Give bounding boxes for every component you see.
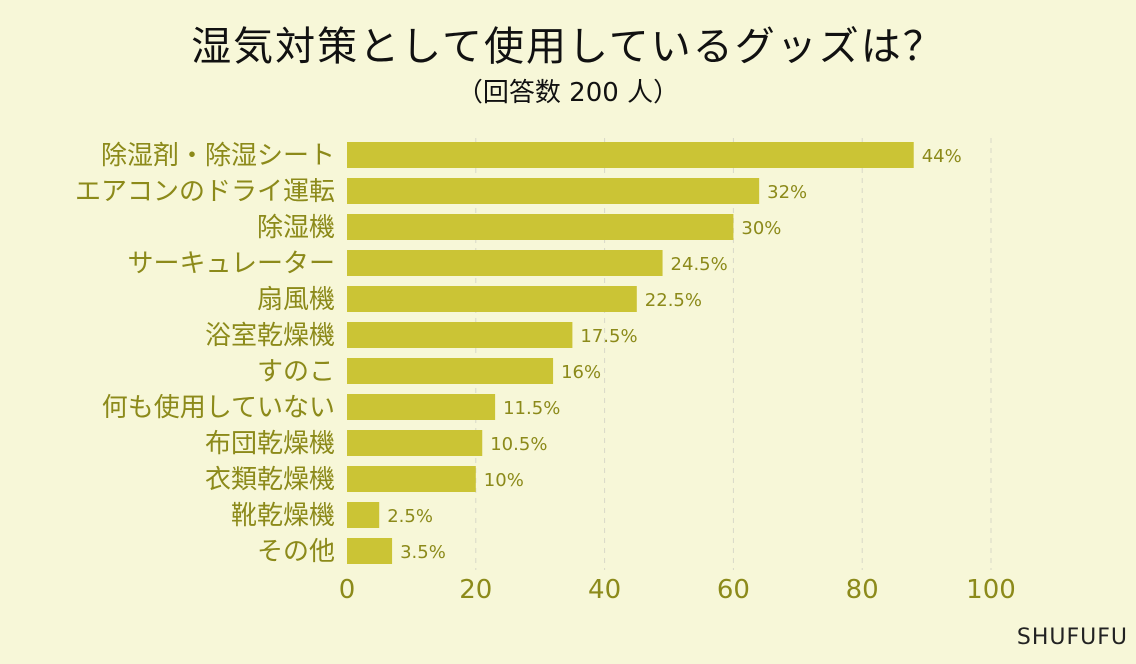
bar-9 xyxy=(347,466,476,492)
data-label-5: 17.5% xyxy=(580,326,637,347)
category-label-8: 布団乾燥機 xyxy=(205,429,335,459)
bar-3 xyxy=(347,250,663,276)
bar-6 xyxy=(347,358,554,384)
bar-1 xyxy=(347,178,760,204)
x-tick-label-0: 0 xyxy=(339,575,356,605)
category-label-11: その他 xyxy=(257,537,335,567)
category-label-3: サーキュレーター xyxy=(128,249,335,279)
category-label-10: 靴乾燥機 xyxy=(231,501,335,531)
category-label-7: 何も使用していない xyxy=(102,393,335,423)
category-label-0: 除湿剤・除湿シート xyxy=(101,141,335,171)
brand-logo-text: SHUFUFU xyxy=(1016,625,1128,650)
bar-10 xyxy=(347,502,380,528)
data-label-11: 3.5% xyxy=(400,542,446,563)
bar-5 xyxy=(347,322,573,348)
data-label-3: 24.5% xyxy=(671,254,728,275)
x-tick-label-40: 40 xyxy=(588,575,621,605)
bar-0 xyxy=(347,142,914,168)
data-label-1: 32% xyxy=(767,182,807,203)
data-label-0: 44% xyxy=(922,146,962,167)
category-label-9: 衣類乾燥機 xyxy=(205,465,335,495)
category-label-6: すのこ xyxy=(257,357,335,387)
data-label-4: 22.5% xyxy=(645,290,702,311)
x-tick-label-100: 100 xyxy=(966,575,1016,605)
chart-subtitle: （回答数 200 人） xyxy=(456,78,680,108)
x-tick-label-60: 60 xyxy=(717,575,750,605)
category-label-2: 除湿機 xyxy=(257,213,335,243)
x-tick-label-20: 20 xyxy=(459,575,492,605)
category-label-4: 扇風機 xyxy=(257,285,335,315)
data-label-7: 11.5% xyxy=(503,398,560,419)
x-tick-label-80: 80 xyxy=(846,575,879,605)
bar-8 xyxy=(347,430,483,456)
bar-2 xyxy=(347,214,734,240)
chart-title: 湿気対策として使用しているグッズは？ xyxy=(191,24,945,70)
data-label-2: 30% xyxy=(741,218,781,239)
data-label-9: 10% xyxy=(484,470,524,491)
bar-11 xyxy=(347,538,393,564)
bar-7 xyxy=(347,394,496,420)
bar-4 xyxy=(347,286,637,312)
data-label-10: 2.5% xyxy=(387,506,433,527)
category-label-1: エアコンのドライ運転 xyxy=(75,177,335,207)
data-label-8: 10.5% xyxy=(490,434,547,455)
data-label-6: 16% xyxy=(561,362,601,383)
category-label-5: 浴室乾燥機 xyxy=(205,321,335,351)
